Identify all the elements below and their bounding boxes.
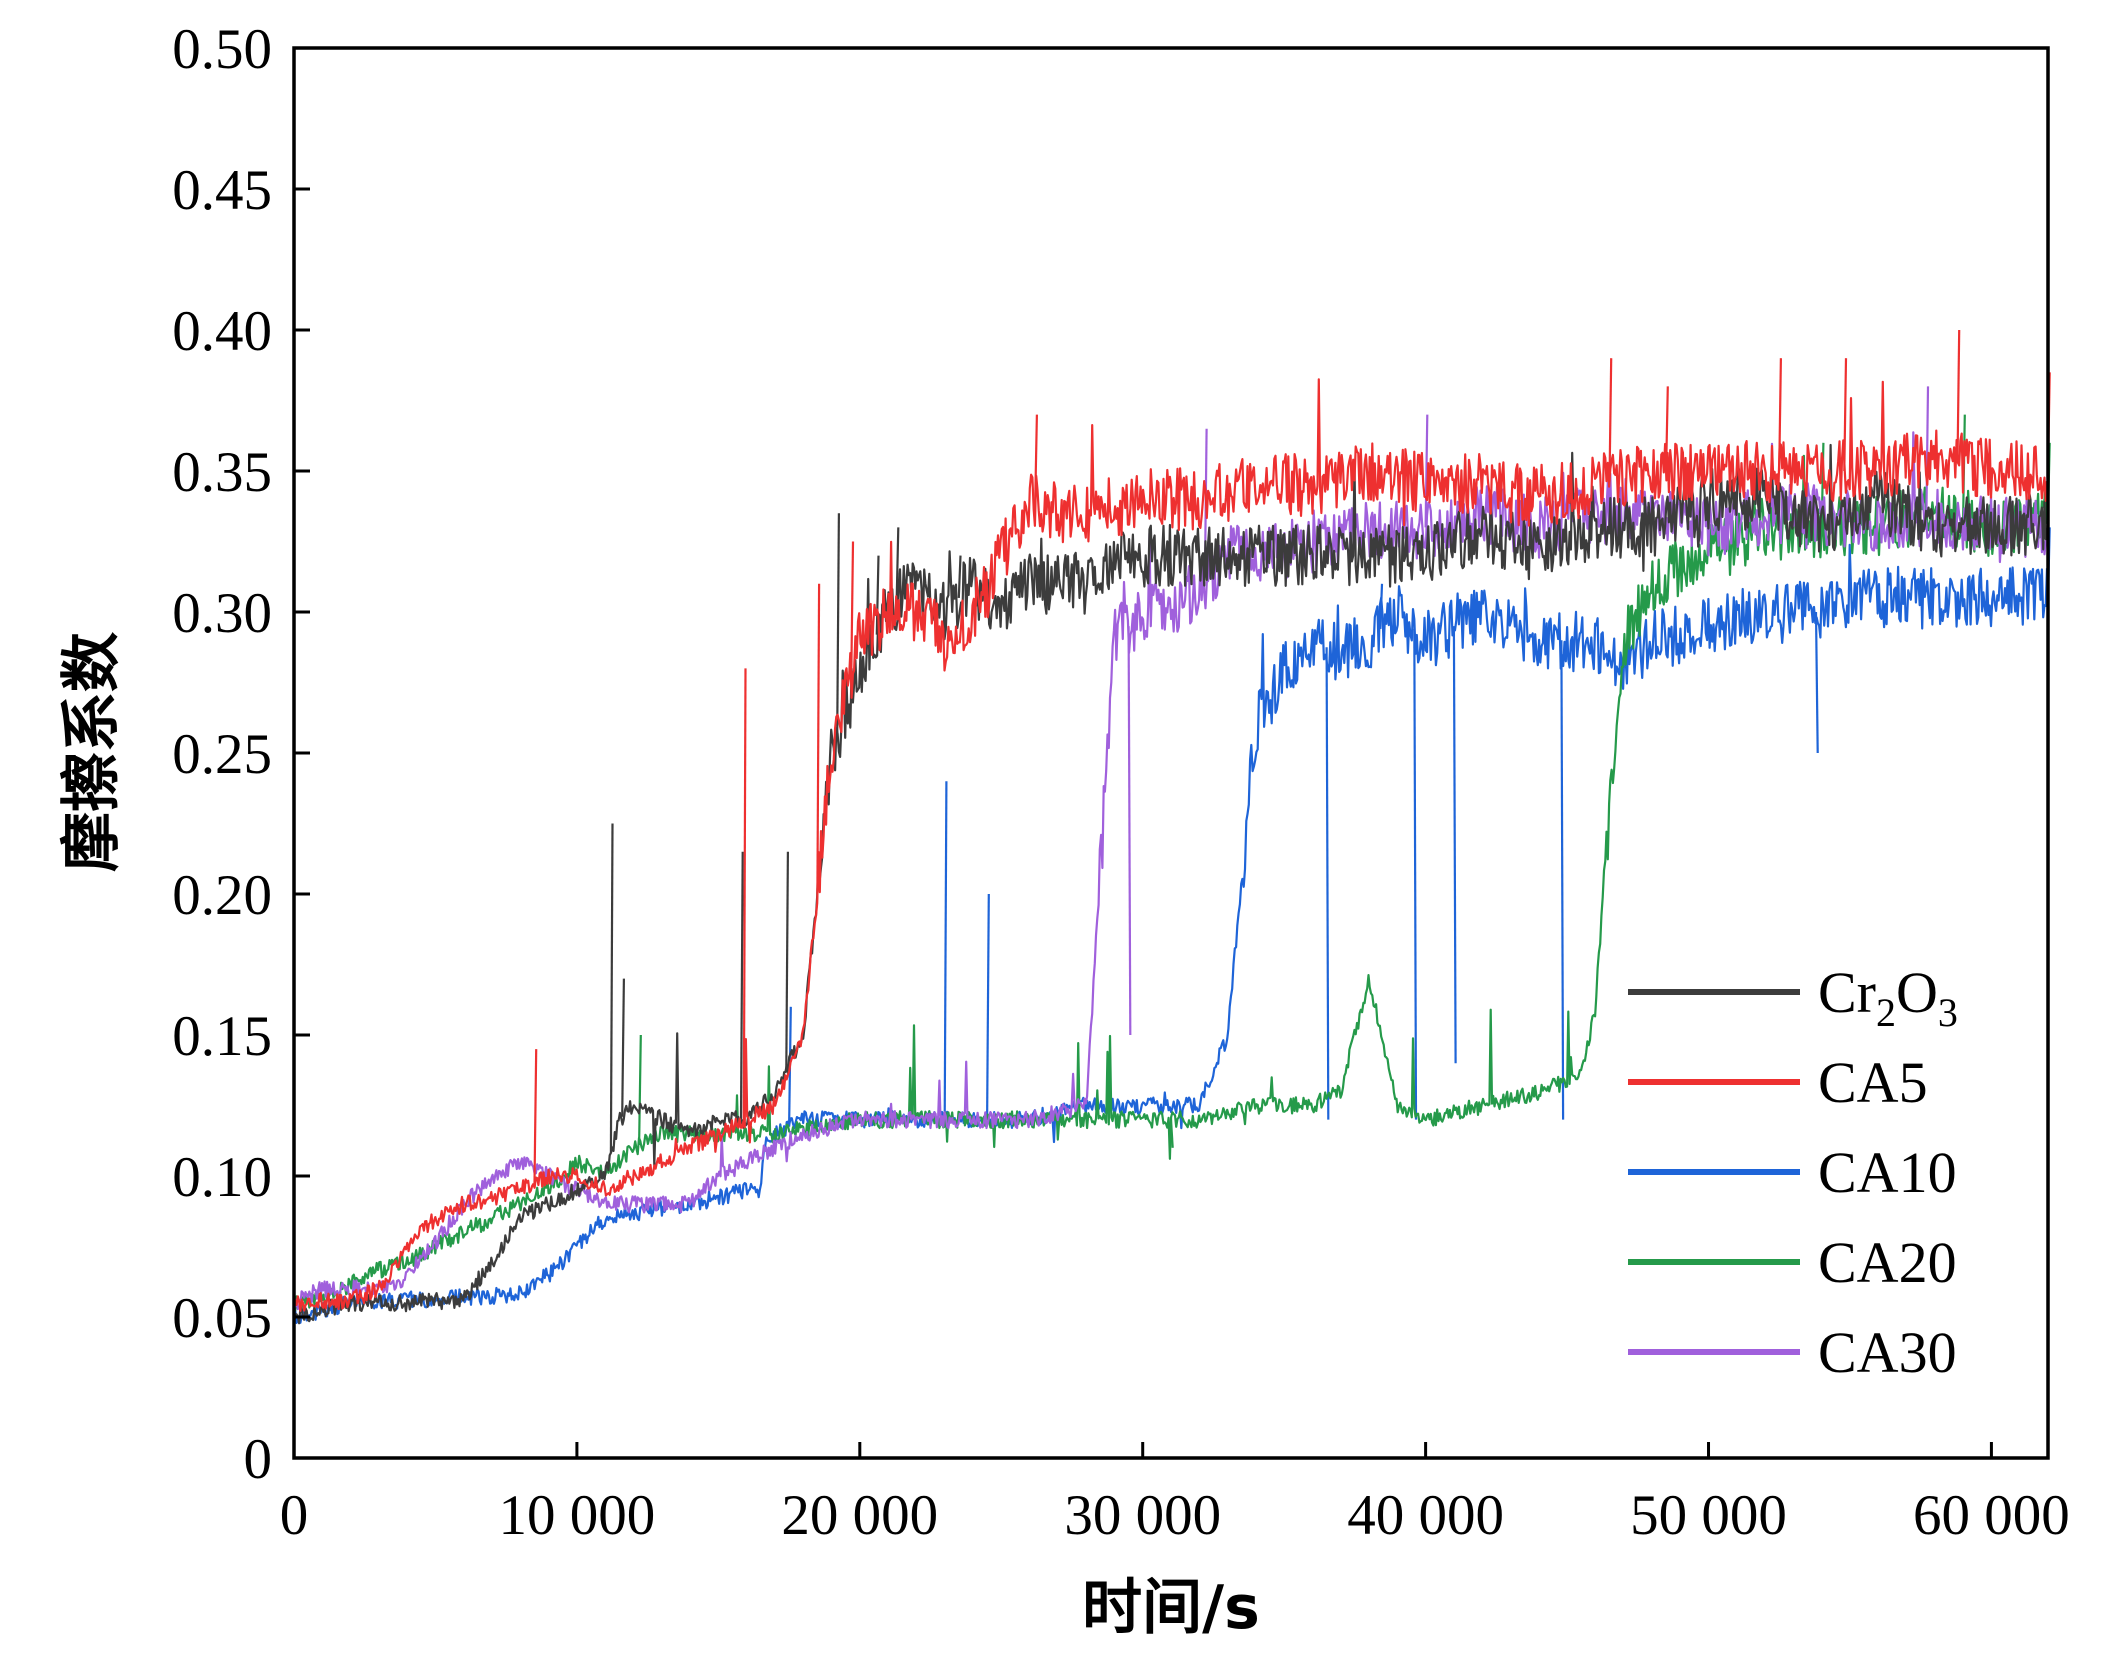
x-tick-label: 10 000 — [499, 1484, 656, 1547]
series-spike — [1127, 626, 1132, 1036]
x-tick-label: 20 000 — [781, 1484, 938, 1547]
series-spike — [943, 781, 948, 1120]
y-tick-label: 0.15 — [172, 1005, 272, 1068]
y-tick-label: 0.45 — [172, 159, 272, 222]
legend: Cr2O3 CA5 CA10 CA20 CA30 — [1628, 960, 1958, 1385]
series-line — [292, 454, 2049, 1312]
series-spike — [533, 1049, 538, 1184]
series-spike — [1034, 414, 1038, 503]
series-line — [292, 431, 2049, 1311]
series-spike — [1665, 386, 1669, 472]
series-spike — [1925, 386, 1930, 516]
series-spike — [1778, 358, 1782, 472]
series-spike — [1169, 1119, 1174, 1148]
series-spike — [1608, 358, 1613, 482]
series-spike — [957, 555, 962, 598]
legend-label-ca10: CA10 — [1818, 1140, 1957, 1205]
legend-label-ca30: CA30 — [1818, 1320, 1957, 1385]
legend-label-ca20: CA20 — [1818, 1230, 1957, 1295]
x-axis-title: 时间/s — [1082, 1573, 1260, 1643]
x-tick-label: 50 000 — [1630, 1484, 1787, 1547]
series-spike — [1325, 647, 1330, 1120]
series-spike — [875, 555, 880, 635]
x-tick-label: 0 — [280, 1484, 309, 1547]
y-tick-label: 0.35 — [172, 441, 272, 504]
plot-frame — [292, 46, 2050, 1460]
x-tick-label: 60 000 — [1913, 1484, 2070, 1547]
y-tick-label: 0.10 — [172, 1146, 272, 1209]
series-spike — [1843, 358, 1848, 472]
series-line — [293, 443, 2049, 1325]
y-tick-label: 0.40 — [172, 300, 272, 363]
x-tick-label: 30 000 — [1064, 1484, 1221, 1547]
series-spike — [816, 583, 821, 895]
legend-label-ca5: CA5 — [1818, 1050, 1928, 1115]
series-spike — [638, 1034, 642, 1146]
y-tick-label: 0 — [244, 1428, 273, 1491]
y-tick-label: 0.25 — [172, 723, 272, 786]
y-tick-label: 0.05 — [172, 1287, 272, 1350]
series-line — [293, 378, 2049, 1312]
series-spike — [1469, 611, 1474, 618]
series-spike — [1413, 628, 1418, 1120]
series-line — [292, 543, 2049, 1324]
series-spike — [742, 668, 747, 1122]
series-spike — [1452, 626, 1457, 1064]
series-spike — [621, 978, 625, 1117]
x-tick-label: 40 000 — [1347, 1484, 1504, 1547]
series-1 — [293, 329, 2051, 1312]
series-0 — [293, 443, 2049, 1325]
series-spike — [1424, 414, 1429, 528]
y-tick-label: 0.30 — [172, 582, 272, 645]
series-spike — [1560, 640, 1565, 1120]
tick-labels-layer: 0 10 000 20 000 30 000 40 000 50 000 60 000 0 0.… — [172, 18, 2070, 1547]
series-spike — [739, 851, 744, 1120]
series-spike — [850, 541, 855, 675]
series-spike — [986, 893, 990, 1120]
series-layer — [292, 329, 2051, 1325]
ticks-layer — [292, 46, 1993, 1460]
series-spike — [609, 823, 614, 1154]
series-spike — [785, 851, 789, 1069]
series-spike — [1379, 583, 1384, 629]
series-spike — [836, 513, 840, 737]
y-tick-label: 0.20 — [172, 864, 272, 927]
y-tick-label: 0.50 — [172, 18, 272, 81]
y-axis-title: 摩擦系数 — [57, 632, 127, 872]
series-spike — [1814, 611, 1819, 754]
series-spike — [895, 527, 900, 604]
series-spike — [1956, 329, 1961, 463]
legend-label-cr2o3: Cr2O3 — [1818, 960, 1958, 1035]
